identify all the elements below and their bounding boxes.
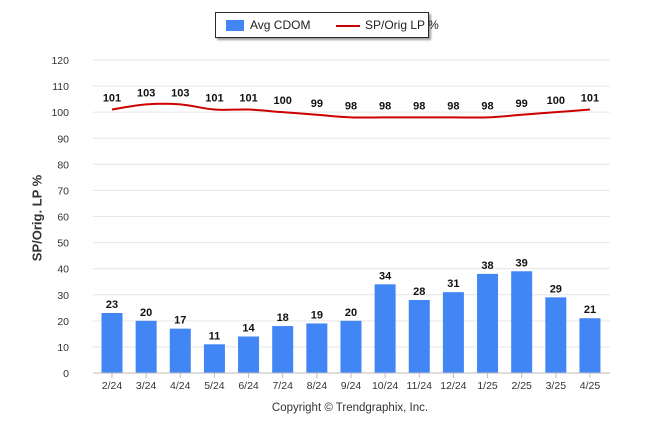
bar [306, 323, 328, 373]
y-tick-label: 110 [52, 81, 69, 93]
bar-series [101, 271, 601, 373]
y-tick-label: 120 [51, 55, 69, 67]
y-tick-label: 100 [51, 107, 69, 119]
line-value-label: 99 [311, 98, 323, 110]
bar [135, 320, 157, 373]
bar-value-label: 34 [379, 270, 392, 282]
line-value-label: 103 [171, 87, 189, 99]
line-value-label: 101 [103, 93, 121, 105]
bar [238, 336, 260, 373]
line-value-label: 101 [581, 93, 599, 105]
y-tick-label: 0 [63, 368, 69, 380]
bar-value-label: 29 [550, 283, 562, 295]
bar-value-label: 20 [140, 307, 152, 319]
line-sp-orig-lp [111, 102, 591, 119]
x-tick-label: 1/25 [477, 380, 498, 392]
bar-value-label: 28 [413, 286, 425, 298]
line-value-label: 98 [481, 100, 493, 112]
y-tick-label: 50 [57, 238, 69, 250]
y-tick-label: 80 [57, 159, 69, 171]
x-axis-tick-labels: 2/24 3/24 4/24 5/24 6/24 7/24 8/24 9/24 10/24 11/… [93, 372, 610, 392]
line-value-label: 100 [547, 95, 565, 107]
bar-value-label: 14 [242, 322, 255, 334]
y-tick-label: 20 [57, 316, 69, 328]
x-tick-label: 4/24 [170, 380, 191, 392]
bar-value-label: 19 [311, 309, 323, 321]
line-value-label: 101 [205, 93, 223, 105]
line-value-label: 99 [516, 98, 528, 110]
bar-value-label: 18 [277, 312, 289, 324]
bar [169, 328, 191, 373]
legend: Avg CDOM SP/Orig LP % [215, 12, 439, 38]
bar [442, 292, 464, 373]
x-tick-label: 12/24 [440, 380, 466, 392]
x-tick-label: 9/24 [341, 380, 362, 392]
line-value-label: 100 [274, 95, 292, 107]
bar [477, 273, 499, 373]
line-value-label: 98 [379, 100, 391, 112]
bar [101, 313, 123, 373]
y-tick-label: 10 [57, 342, 69, 354]
x-tick-label: 8/24 [307, 380, 328, 392]
bar [408, 299, 430, 373]
y-tick-label: 30 [57, 290, 69, 302]
bar-value-label: 23 [106, 299, 118, 311]
bar-value-label: 31 [447, 278, 459, 290]
x-tick-label: 4/25 [580, 380, 601, 392]
copyright-text: Copyright © Trendgraphix, Inc. [271, 402, 429, 414]
bar [340, 320, 362, 373]
line-value-label: 101 [239, 93, 257, 105]
bar-value-label: 21 [584, 304, 596, 316]
x-tick-label: 5/24 [204, 380, 225, 392]
bar [272, 326, 294, 373]
gridlines [93, 59, 610, 374]
y-tick-label: 70 [57, 185, 69, 197]
legend-label-sp-orig-lp: SP/Orig LP % [365, 18, 439, 32]
bar [511, 271, 533, 373]
x-tick-label: 10/24 [372, 380, 398, 392]
y-axis-label: SP/Orig. LP % [29, 174, 45, 262]
x-tick-label: 6/24 [238, 380, 259, 392]
bar-value-label: 17 [174, 315, 186, 327]
bar-value-label: 11 [209, 330, 221, 342]
bar [545, 297, 567, 373]
legend-bar-swatch [226, 20, 244, 31]
line-value-label: 98 [447, 100, 459, 112]
x-tick-label: 11/24 [407, 380, 433, 392]
x-tick-label: 2/25 [511, 380, 532, 392]
line-value-label: 98 [413, 100, 425, 112]
bar-value-label: 38 [481, 260, 493, 272]
bar-value-label: 20 [345, 307, 357, 319]
bar [203, 344, 225, 373]
y-tick-label: 90 [57, 133, 69, 145]
line-series [111, 102, 591, 119]
x-tick-label: 3/25 [546, 380, 567, 392]
y-axis-tick-labels: 0 10 20 30 40 50 60 70 80 90 100 110 120 [51, 55, 69, 380]
line-value-label: 103 [137, 87, 155, 99]
y-tick-label: 60 [57, 212, 69, 224]
y-tick-label: 40 [57, 264, 69, 276]
x-tick-label: 7/24 [272, 380, 293, 392]
bar-value-label: 39 [516, 257, 528, 269]
bar [579, 318, 601, 373]
data-labels: 23 20 17 11 14 18 19 20 34 28 31 38 39 29 21 101 103 103 1… [103, 87, 599, 342]
x-tick-label: 3/24 [136, 380, 157, 392]
line-value-label: 98 [345, 100, 357, 112]
legend-line-swatch [336, 25, 360, 27]
legend-label-avg-cdom: Avg CDOM [250, 18, 311, 32]
bar [374, 284, 396, 373]
x-tick-label: 2/24 [102, 380, 123, 392]
